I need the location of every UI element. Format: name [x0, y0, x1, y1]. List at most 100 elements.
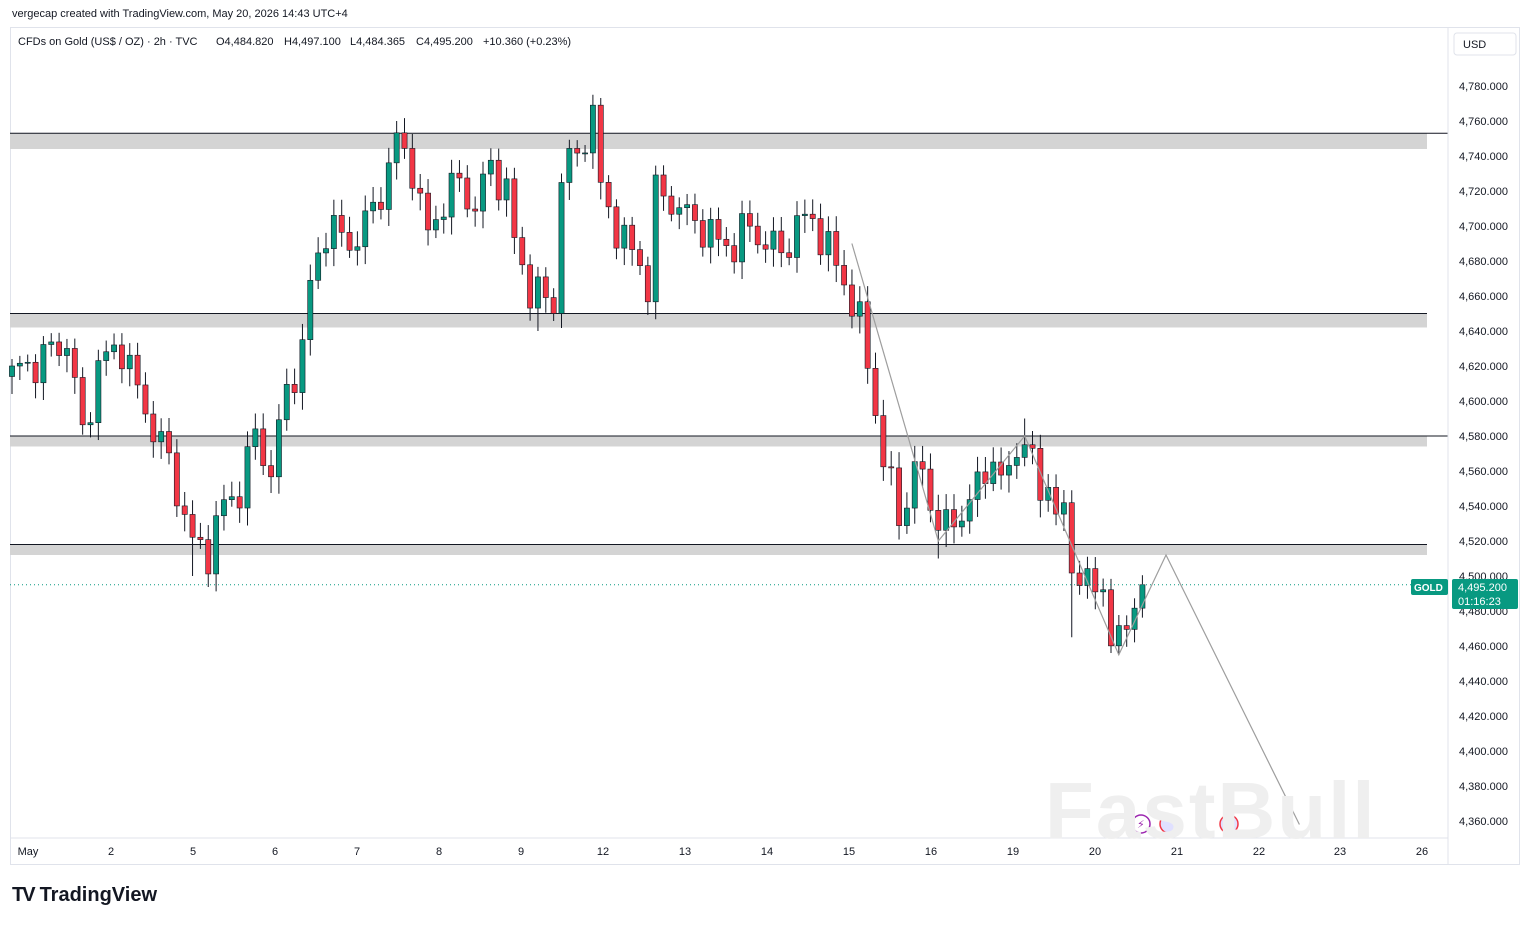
candle-body[interactable] [197, 536, 204, 540]
candle-body[interactable] [849, 284, 855, 317]
candle-body[interactable] [440, 216, 447, 220]
candle-body[interactable] [71, 348, 78, 378]
candle-body[interactable] [794, 215, 800, 258]
candle-body[interactable] [589, 104, 596, 154]
candle-body[interactable] [927, 468, 934, 511]
candle-body[interactable] [299, 339, 306, 393]
candle-body[interactable] [911, 461, 918, 509]
candle-body[interactable] [1021, 444, 1028, 458]
candle-body[interactable] [236, 496, 243, 509]
candle-body[interactable] [166, 431, 172, 454]
candle-body[interactable] [943, 509, 950, 531]
resistance-zone[interactable] [10, 133, 1427, 149]
candle-body[interactable] [252, 428, 259, 448]
candle-body[interactable] [621, 224, 628, 249]
candle-body[interactable] [527, 264, 533, 309]
candle-body[interactable] [448, 172, 455, 218]
candle-body[interactable] [346, 232, 353, 251]
candle-body[interactable] [56, 341, 62, 356]
candle-body[interactable] [903, 507, 910, 526]
candle-body[interactable] [79, 377, 86, 426]
candle-body[interactable] [519, 237, 526, 266]
candle-body[interactable] [323, 248, 329, 254]
candle-body[interactable] [95, 360, 102, 423]
candle-body[interactable] [684, 204, 690, 209]
candle-body[interactable] [354, 246, 361, 251]
candle-body[interactable] [613, 206, 620, 249]
candle-body[interactable] [275, 419, 282, 478]
candle-body[interactable] [597, 104, 604, 183]
candle-body[interactable] [1013, 457, 1020, 466]
currency-label[interactable]: USD [1463, 39, 1486, 51]
candle-body[interactable] [935, 510, 942, 531]
candle-body[interactable] [958, 520, 965, 528]
candle-body[interactable] [307, 279, 314, 340]
candle-body[interactable] [676, 207, 683, 215]
candle-body[interactable] [715, 219, 722, 240]
candle-body[interactable] [503, 178, 510, 201]
resistance-zone[interactable] [10, 544, 1427, 556]
candle-body[interactable] [487, 159, 494, 175]
candle-body[interactable] [1076, 572, 1083, 586]
candle-body[interactable] [385, 162, 392, 210]
candle-body[interactable] [637, 249, 643, 266]
candle-body[interactable] [119, 344, 125, 370]
candle-body[interactable] [644, 265, 651, 303]
candle-body[interactable] [511, 178, 518, 238]
candle-body[interactable] [1029, 444, 1036, 449]
candle-body[interactable] [283, 384, 290, 421]
candle-body[interactable] [872, 368, 879, 416]
candle-body[interactable] [841, 265, 847, 286]
candle-body[interactable] [87, 422, 94, 426]
candle-body[interactable] [291, 384, 298, 393]
candle-body[interactable] [856, 301, 863, 317]
candle-body[interactable] [173, 452, 180, 507]
candle-body[interactable] [770, 230, 777, 250]
candle-body[interactable] [213, 515, 219, 575]
candle-body[interactable] [754, 225, 761, 246]
currency-button-frame[interactable] [1453, 32, 1517, 56]
candle-body[interactable] [833, 231, 840, 266]
candle-body[interactable] [746, 213, 753, 227]
candle-body[interactable] [150, 413, 157, 443]
tradingview-logo[interactable]: TV TradingView [12, 884, 157, 907]
candle-body[interactable] [582, 152, 588, 155]
candle-body[interactable] [244, 446, 251, 509]
candle-body[interactable] [1115, 625, 1122, 647]
candle-body[interactable] [315, 252, 322, 281]
projection-line[interactable] [851, 243, 1300, 825]
candle-body[interactable] [1045, 487, 1052, 501]
candle-body[interactable] [103, 351, 110, 361]
candle-body[interactable] [9, 365, 15, 377]
candle-body[interactable] [338, 215, 345, 233]
candle-body[interactable] [401, 132, 408, 149]
candle-body[interactable] [896, 467, 902, 526]
candle-body[interactable] [158, 431, 165, 443]
candle-body[interactable] [134, 354, 141, 386]
resistance-zone[interactable] [10, 313, 1427, 328]
candle-body[interactable] [1061, 502, 1067, 515]
candle-body[interactable] [692, 204, 698, 221]
candle-body[interactable] [699, 220, 706, 248]
candle-body[interactable] [1068, 502, 1075, 574]
candle-body[interactable] [189, 514, 196, 538]
candle-body[interactable] [809, 213, 816, 219]
candle-body[interactable] [605, 182, 612, 208]
candle-body[interactable] [668, 195, 675, 215]
candle-body[interactable] [1053, 487, 1059, 515]
candle-body[interactable] [142, 384, 149, 415]
resistance-zone[interactable] [10, 436, 1427, 447]
candle-body[interactable] [1100, 589, 1107, 593]
candle-body[interactable] [260, 428, 267, 466]
candle-body[interactable] [1131, 607, 1138, 630]
candle-body[interactable] [1092, 568, 1099, 593]
candle-body[interactable] [268, 465, 274, 478]
candle-body[interactable] [778, 230, 785, 254]
candle-body[interactable] [409, 148, 416, 189]
candle-body[interactable] [786, 252, 793, 258]
candle-body[interactable] [32, 361, 39, 384]
candle-body[interactable] [566, 148, 573, 183]
candle-body[interactable] [660, 174, 667, 197]
candle-body[interactable] [370, 201, 376, 212]
candle-body[interactable] [205, 539, 212, 575]
